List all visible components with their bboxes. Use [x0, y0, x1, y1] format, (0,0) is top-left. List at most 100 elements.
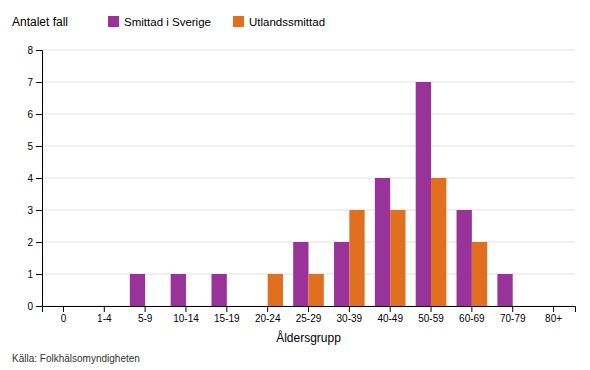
y-tick-mark	[36, 82, 42, 83]
x-tick: 30-39	[337, 306, 363, 324]
grid-line	[42, 50, 575, 51]
x-tick-mark	[553, 306, 554, 312]
bars	[130, 82, 513, 306]
x-tick: 40-49	[377, 306, 403, 324]
bar	[554, 306, 569, 307]
bar	[309, 274, 324, 306]
bar	[63, 306, 78, 307]
y-tick-mark	[36, 146, 42, 147]
y-tick-mark	[36, 306, 42, 307]
y-tick-mark	[36, 242, 42, 243]
y-tick: 0	[27, 301, 42, 312]
x-tick-mark	[431, 306, 432, 312]
x-tick: 70-79	[500, 306, 526, 324]
y-tick-label: 2	[27, 237, 33, 248]
bar	[227, 306, 242, 307]
bar	[334, 242, 349, 306]
x-tick: 0	[61, 306, 67, 324]
legend: Smittad i Sverige Utlandssmittad	[108, 16, 325, 28]
x-tick-label: 60-69	[459, 313, 485, 324]
bar	[171, 274, 186, 306]
x-tick: 1-4	[97, 306, 112, 324]
legend-label: Smittad i Sverige	[124, 16, 211, 28]
y-tick-mark	[36, 274, 42, 275]
x-tick-mark	[226, 306, 227, 312]
bar	[145, 306, 160, 307]
y-tick-mark	[36, 210, 42, 211]
bar	[375, 178, 390, 306]
grid-line	[42, 178, 575, 179]
x-tick-mark	[512, 306, 513, 312]
y-tick-label: 6	[27, 109, 33, 120]
x-tick-mark	[308, 306, 309, 312]
bar	[89, 306, 104, 307]
x-tick-mark	[63, 306, 64, 312]
y-tick: 8	[27, 45, 42, 56]
grid-line	[42, 210, 575, 211]
bar	[390, 210, 405, 306]
y-tick: 7	[27, 77, 42, 88]
bar	[349, 210, 364, 306]
x-tick-label: 50-59	[418, 313, 444, 324]
x-tick: 15-19	[214, 306, 240, 324]
x-tick-mark	[267, 306, 268, 312]
y-tick-label: 3	[27, 205, 33, 216]
y-tick-label: 5	[27, 141, 33, 152]
y-tick: 5	[27, 141, 42, 152]
legend-item: Utlandssmittad	[233, 16, 325, 28]
x-tick-label: 40-49	[377, 313, 403, 324]
x-tick-mark	[390, 306, 391, 312]
y-tick-mark	[36, 114, 42, 115]
x-tick-label: 70-79	[500, 313, 526, 324]
x-tick: 10-14	[173, 306, 199, 324]
y-tick: 1	[27, 269, 42, 280]
bar	[431, 178, 446, 306]
y-tick-mark	[36, 50, 42, 51]
grid-line	[42, 82, 575, 83]
y-axis: 0 1 2 3 4 5 6 7 8	[27, 45, 42, 312]
y-tick-label: 1	[27, 269, 33, 280]
bar	[513, 306, 528, 307]
legend-label: Utlandssmittad	[249, 16, 325, 28]
y-tick-label: 7	[27, 77, 33, 88]
x-tick: 50-59	[418, 306, 444, 324]
x-tick-mark	[185, 306, 186, 312]
x-tick-label: 5-9	[138, 313, 153, 324]
x-tick-mark	[145, 306, 146, 312]
y-axis-title: Antalet fall	[12, 15, 68, 29]
chart: 0 1 2 3 4 5 6 7 8 0 1-4 5-9 10-14 15-19 20-24 25-29 30-3…	[0, 0, 590, 370]
bar	[293, 242, 308, 306]
bar	[186, 306, 201, 307]
x-tick-label: 20-24	[255, 313, 281, 324]
x-tick: 60-69	[459, 306, 485, 324]
bar	[268, 274, 283, 306]
bar	[211, 274, 226, 306]
legend-swatch	[233, 16, 244, 27]
plot: 0 1 2 3 4 5 6 7 8 0 1-4 5-9 10-14 15-19 20-24 25-29 30-3…	[27, 45, 575, 324]
bar	[48, 306, 63, 307]
bar	[104, 306, 119, 307]
legend-swatch	[108, 16, 119, 27]
x-tick-label: 15-19	[214, 313, 240, 324]
x-axis: 0 1-4 5-9 10-14 15-19 20-24 25-29 30-39 40-49 50-…	[43, 306, 576, 324]
bar	[497, 274, 512, 306]
x-tick-mark	[104, 306, 105, 312]
x-axis-title: Åldersgrupp	[276, 330, 341, 345]
x-axis-line	[43, 307, 576, 313]
bar-series	[268, 178, 488, 306]
x-tick-label: 80+	[545, 313, 562, 324]
x-tick-mark	[471, 306, 472, 312]
y-tick: 4	[27, 173, 42, 184]
y-tick: 3	[27, 205, 42, 216]
x-tick: 80+	[545, 306, 562, 324]
x-tick-mark	[349, 306, 350, 312]
x-tick: 5-9	[138, 306, 153, 324]
x-tick: 25-29	[296, 306, 322, 324]
y-tick-label: 0	[27, 301, 33, 312]
bar-series	[130, 82, 513, 306]
y-tick: 2	[27, 237, 42, 248]
bar	[472, 242, 487, 306]
bar	[252, 306, 267, 307]
bar	[457, 210, 472, 306]
bar	[538, 306, 553, 307]
